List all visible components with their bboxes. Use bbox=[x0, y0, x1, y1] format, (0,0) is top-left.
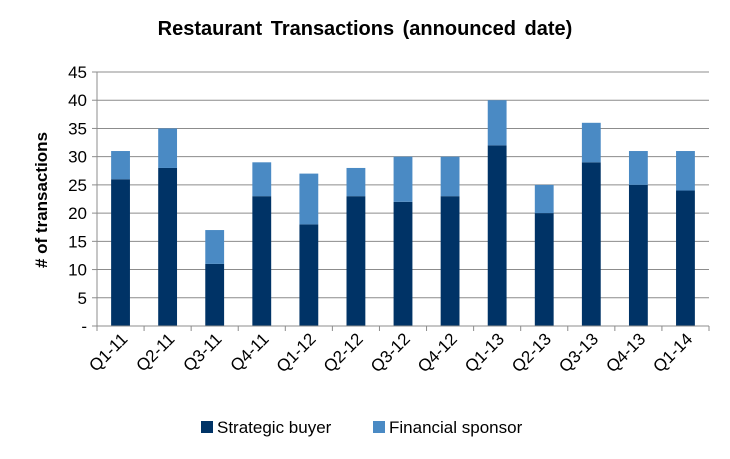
bar-financial-sponsor bbox=[440, 156, 460, 197]
bar-financial-sponsor bbox=[534, 184, 554, 214]
legend-label: Strategic buyer bbox=[217, 418, 332, 437]
x-tick-label: Q4-13 bbox=[602, 329, 649, 376]
bar-financial-sponsor bbox=[111, 151, 130, 180]
x-tick-label: Q1-13 bbox=[461, 329, 508, 376]
y-tick-label: 30 bbox=[68, 148, 87, 167]
bar-strategic-buyer bbox=[111, 179, 130, 326]
x-tick-label: Q2-11 bbox=[132, 329, 178, 375]
bar-strategic-buyer bbox=[676, 190, 695, 326]
x-tick-label: Q1-14 bbox=[649, 329, 696, 376]
bar-financial-sponsor bbox=[393, 156, 413, 202]
x-tick-label: Q1-11 bbox=[85, 329, 131, 375]
x-tick-label: Q3-12 bbox=[367, 329, 414, 376]
bar-strategic-buyer bbox=[205, 263, 225, 326]
chart-title: Restaurant Transactions (announced date) bbox=[157, 18, 573, 40]
bars bbox=[111, 100, 695, 326]
bar-financial-sponsor bbox=[581, 122, 601, 163]
bar-strategic-buyer bbox=[299, 224, 319, 326]
y-tick-label: 10 bbox=[68, 261, 87, 280]
y-tick-label: 25 bbox=[68, 176, 87, 195]
legend-label: Financial sponsor bbox=[389, 418, 523, 437]
bar-financial-sponsor bbox=[628, 151, 648, 185]
y-tick-label: 45 bbox=[68, 63, 87, 82]
bar-strategic-buyer bbox=[440, 196, 460, 326]
bar-strategic-buyer bbox=[158, 167, 178, 326]
x-tick-label: Q1-12 bbox=[273, 329, 320, 376]
bar-strategic-buyer bbox=[628, 184, 648, 326]
x-tick-label: Q3-11 bbox=[180, 329, 226, 375]
legend-swatch bbox=[373, 421, 385, 433]
y-axis-title: # of transactions bbox=[32, 132, 51, 268]
bar-strategic-buyer bbox=[581, 162, 601, 326]
bar-financial-sponsor bbox=[299, 173, 319, 225]
y-tick-label: 20 bbox=[68, 204, 87, 223]
x-tick-label: Q4-11 bbox=[227, 329, 273, 375]
x-tick-label: Q3-13 bbox=[555, 329, 602, 376]
bar-strategic-buyer bbox=[346, 196, 366, 326]
x-tick-label: Q2-12 bbox=[320, 329, 367, 376]
y-tick-label: - bbox=[81, 317, 87, 336]
legend-swatch bbox=[201, 421, 213, 433]
y-tick-label: 35 bbox=[68, 119, 87, 138]
bar-strategic-buyer bbox=[393, 201, 413, 326]
y-tick-label: 5 bbox=[78, 289, 87, 308]
bar-strategic-buyer bbox=[534, 213, 554, 326]
bar-financial-sponsor bbox=[346, 167, 366, 197]
bar-financial-sponsor bbox=[487, 100, 507, 146]
legend: Strategic buyer Financial sponsor bbox=[201, 418, 523, 437]
bar-financial-sponsor bbox=[158, 128, 178, 168]
y-tick-label: 15 bbox=[68, 232, 87, 251]
bar-financial-sponsor bbox=[252, 162, 272, 197]
bar-strategic-buyer bbox=[487, 145, 507, 326]
y-tick-label: 40 bbox=[68, 91, 87, 110]
x-tick-label: Q4-12 bbox=[414, 329, 461, 376]
x-tick-labels: Q1-11 Q2-11 Q3-11 Q4-11 Q1-12 Q2-12 Q3-12 Q4-12… bbox=[85, 326, 710, 376]
x-tick-label: Q2-13 bbox=[508, 329, 555, 376]
bar-financial-sponsor bbox=[205, 230, 225, 264]
bar-financial-sponsor bbox=[676, 151, 695, 191]
y-tick-labels: - 5 10 15 20 25 30 35 40 45 bbox=[68, 63, 87, 336]
bar-strategic-buyer bbox=[252, 196, 272, 326]
